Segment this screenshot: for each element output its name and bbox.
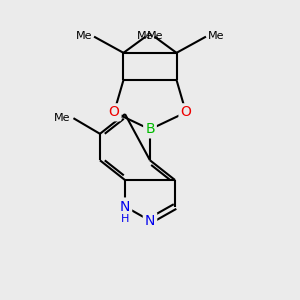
- Text: O: O: [181, 105, 191, 119]
- Text: B: B: [145, 122, 155, 136]
- Text: N: N: [145, 214, 155, 228]
- Text: Me: Me: [54, 113, 70, 123]
- Text: Me: Me: [76, 31, 93, 41]
- Text: O: O: [109, 105, 119, 119]
- Text: N: N: [120, 200, 130, 214]
- Text: Me: Me: [207, 31, 224, 41]
- Text: H: H: [121, 214, 129, 224]
- Text: Me: Me: [136, 31, 153, 41]
- Text: Me: Me: [147, 31, 164, 41]
